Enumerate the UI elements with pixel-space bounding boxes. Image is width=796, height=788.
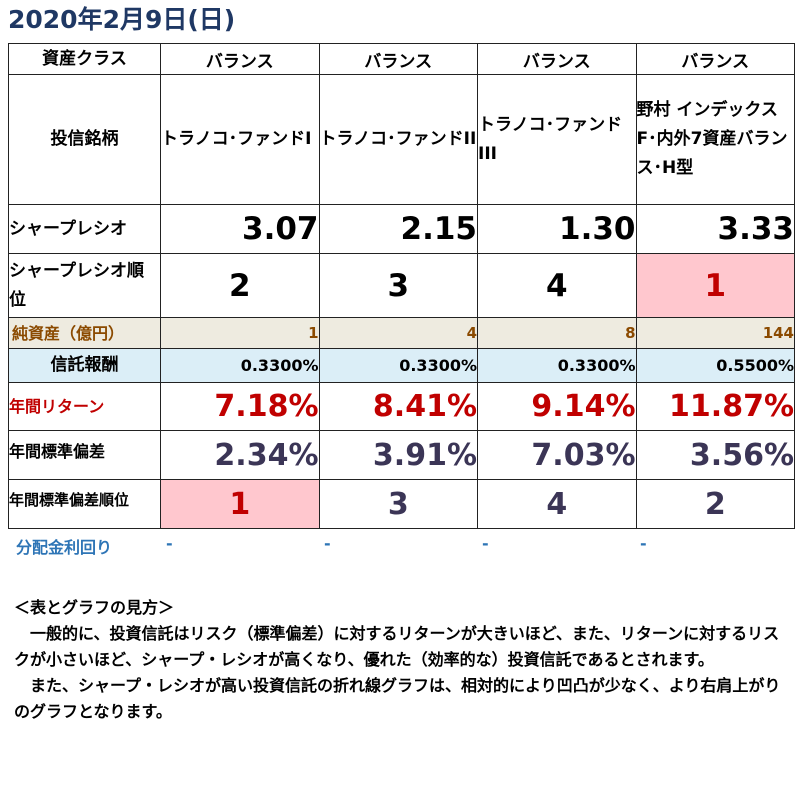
fund-name-label: 投信銘柄 xyxy=(8,74,161,205)
dividend-yield-row: 分配金利回り - - - - xyxy=(8,534,794,560)
sharpe-rank-label: シャープレシオ順位 xyxy=(8,253,161,318)
fund-name-row: 投信銘柄 トラノコ･ファンドI トラノコ･ファンドII トラノコ･ファンドIII… xyxy=(8,74,795,205)
sharpe-rank-cell: 4 xyxy=(477,253,637,318)
annual-sd-label: 年間標準偏差 xyxy=(8,430,161,480)
page-title: 2020年2月9日(日) xyxy=(8,5,236,34)
annual-return-label: 年間リターン xyxy=(8,382,161,431)
trust-fee-label: 信託報酬 xyxy=(8,348,161,383)
note-heading: ＜表とグラフの見方＞ xyxy=(14,598,175,617)
dividend-yield-label: 分配金利回り xyxy=(16,538,113,557)
dividend-yield-cell: - xyxy=(640,534,647,553)
annual-sd-cell: 2.34% xyxy=(160,430,320,480)
sharpe-ratio-cell: 3.33 xyxy=(635,204,795,254)
annual-sd-rank-cell-top: 1 xyxy=(160,479,320,529)
trust-fee-cell: 0.3300% xyxy=(477,348,637,383)
fund-name-cell: トラノコ･ファンドI xyxy=(160,74,320,205)
annual-sd-cell: 3.56% xyxy=(635,430,795,480)
asset-class-cell: バランス xyxy=(160,43,320,75)
asset-class-row: 資産クラス バランス バランス バランス バランス xyxy=(8,43,795,75)
trust-fee-cell: 0.5500% xyxy=(635,348,795,383)
net-assets-cell: 144 xyxy=(635,317,795,349)
net-assets-row: 純資産（億円） 1 4 8 144 xyxy=(8,317,795,349)
sharpe-ratio-cell: 3.07 xyxy=(160,204,320,254)
fund-name-cell: 野村 インデックスF･内外7資産バランス･H型 xyxy=(635,74,795,205)
dividend-yield-cell: - xyxy=(324,534,331,553)
sharpe-ratio-row: シャープレシオ 3.07 2.15 1.30 3.33 xyxy=(8,204,795,254)
asset-class-cell: バランス xyxy=(318,43,478,75)
trust-fee-cell: 0.3300% xyxy=(318,348,478,383)
sharpe-rank-cell-top: 1 xyxy=(635,253,795,318)
trust-fee-cell: 0.3300% xyxy=(160,348,320,383)
asset-class-label: 資産クラス xyxy=(8,43,161,75)
sharpe-ratio-cell: 1.30 xyxy=(477,204,637,254)
annual-return-cell: 8.41% xyxy=(318,382,478,431)
sharpe-ratio-cell: 2.15 xyxy=(318,204,478,254)
annual-sd-cell: 3.91% xyxy=(318,430,478,480)
annual-return-row: 年間リターン 7.18% 8.41% 9.14% 11.87% xyxy=(8,382,795,431)
sharpe-rank-cell: 2 xyxy=(160,253,320,318)
dividend-yield-cell: - xyxy=(166,534,173,553)
fund-name-cell: トラノコ･ファンドIII xyxy=(477,74,637,205)
explanation-note: ＜表とグラフの見方＞ 一般的に、投資信託はリスク（標準偏差）に対するリターンが大… xyxy=(14,595,792,725)
net-assets-cell: 1 xyxy=(160,317,320,349)
annual-sd-rank-cell: 2 xyxy=(635,479,795,529)
net-assets-cell: 4 xyxy=(318,317,478,349)
annual-sd-rank-label: 年間標準偏差順位 xyxy=(8,479,161,529)
asset-class-cell: バランス xyxy=(635,43,795,75)
dividend-yield-cell: - xyxy=(482,534,489,553)
asset-class-cell: バランス xyxy=(477,43,637,75)
note-paragraph-2: また、シャープ・レシオが高い投資信託の折れ線グラフは、相対的により凹凸が少なく、… xyxy=(14,676,781,721)
annual-sd-rank-row: 年間標準偏差順位 1 3 4 2 xyxy=(8,479,795,529)
annual-sd-cell: 7.03% xyxy=(477,430,637,480)
annual-sd-rank-cell: 4 xyxy=(477,479,637,529)
fund-name-cell: トラノコ･ファンドII xyxy=(318,74,478,205)
net-assets-label: 純資産（億円） xyxy=(8,317,161,349)
annual-sd-rank-cell: 3 xyxy=(318,479,478,529)
net-assets-cell: 8 xyxy=(477,317,637,349)
trust-fee-row: 信託報酬 0.3300% 0.3300% 0.3300% 0.5500% xyxy=(8,348,795,383)
annual-return-cell: 7.18% xyxy=(160,382,320,431)
annual-sd-row: 年間標準偏差 2.34% 3.91% 7.03% 3.56% xyxy=(8,430,795,480)
sharpe-rank-row: シャープレシオ順位 2 3 4 1 xyxy=(8,253,795,318)
note-paragraph-1: 一般的に、投資信託はリスク（標準偏差）に対するリターンが大きいほど、また、リター… xyxy=(14,624,780,669)
fund-comparison-table: 資産クラス バランス バランス バランス バランス 投信銘柄 トラノコ･ファンド… xyxy=(8,43,795,529)
sharpe-ratio-label: シャープレシオ xyxy=(8,204,161,254)
annual-return-cell: 9.14% xyxy=(477,382,637,431)
annual-return-cell: 11.87% xyxy=(635,382,795,431)
sharpe-rank-cell: 3 xyxy=(318,253,478,318)
